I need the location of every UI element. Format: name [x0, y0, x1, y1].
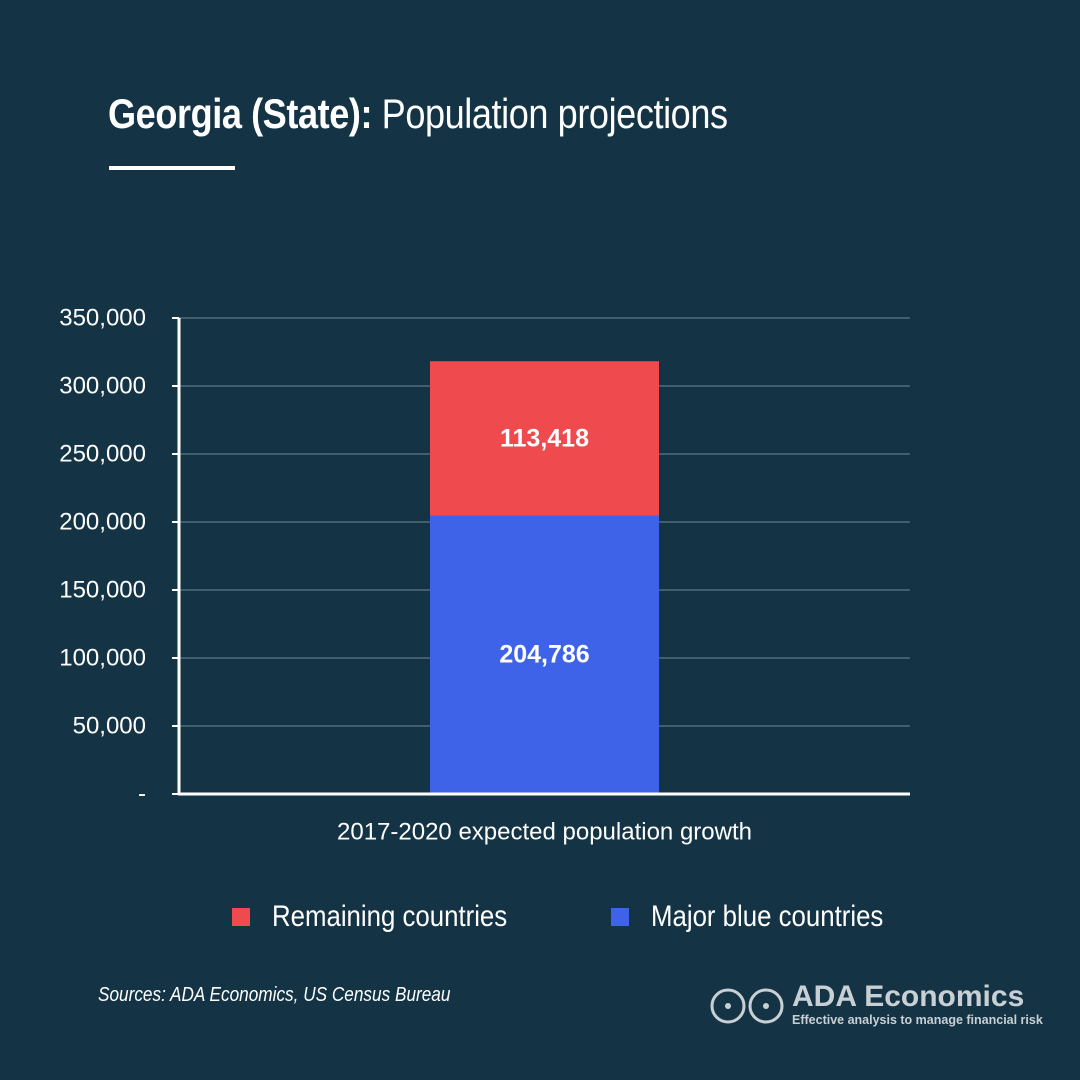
brand-logo-block: ADA Economics Effective analysis to mana…: [710, 980, 1050, 1030]
bar-segment-1: [430, 361, 659, 516]
data-label-0: 204,786: [499, 641, 589, 669]
y-tick-label-1: 50,000: [73, 713, 146, 740]
y-tick-label-0: -: [138, 781, 146, 808]
legend-label-major-blue: Major blue countries: [651, 900, 884, 933]
legend-item-remaining: Remaining countries: [232, 892, 545, 942]
y-tick-label-6: 300,000: [59, 373, 146, 400]
legend-swatch-major-blue: [611, 908, 629, 926]
chart-legend: Remaining countries Major blue countries: [0, 892, 1080, 942]
y-tick-label-5: 250,000: [59, 441, 146, 468]
brand-tagline: Effective analysis to manage financial r…: [792, 1013, 1043, 1027]
bar-segment-0: [430, 515, 659, 794]
y-tick-label-4: 200,000: [59, 509, 146, 536]
data-label-1: 113,418: [500, 424, 589, 452]
y-tick-label-7: 350,000: [59, 305, 146, 332]
brand-name: ADA Economics: [792, 980, 1025, 1013]
legend-label-remaining: Remaining countries: [272, 900, 508, 933]
title-underline: [109, 166, 235, 170]
title-state: Georgia (State):: [108, 90, 373, 137]
page-title: Georgia (State): Population projections: [108, 86, 728, 142]
x-category-label: 2017-2020 expected population growth: [337, 819, 752, 846]
legend-swatch-remaining: [232, 908, 250, 926]
legend-item-major-blue: Major blue countries: [611, 892, 921, 942]
sources-note: Sources: ADA Economics, US Census Bureau: [98, 984, 451, 1006]
title-subject: Population projections: [372, 90, 728, 137]
ada-logo-icon: [710, 988, 784, 1024]
y-tick-label-2: 100,000: [59, 645, 146, 672]
y-tick-label-3: 150,000: [59, 577, 146, 604]
